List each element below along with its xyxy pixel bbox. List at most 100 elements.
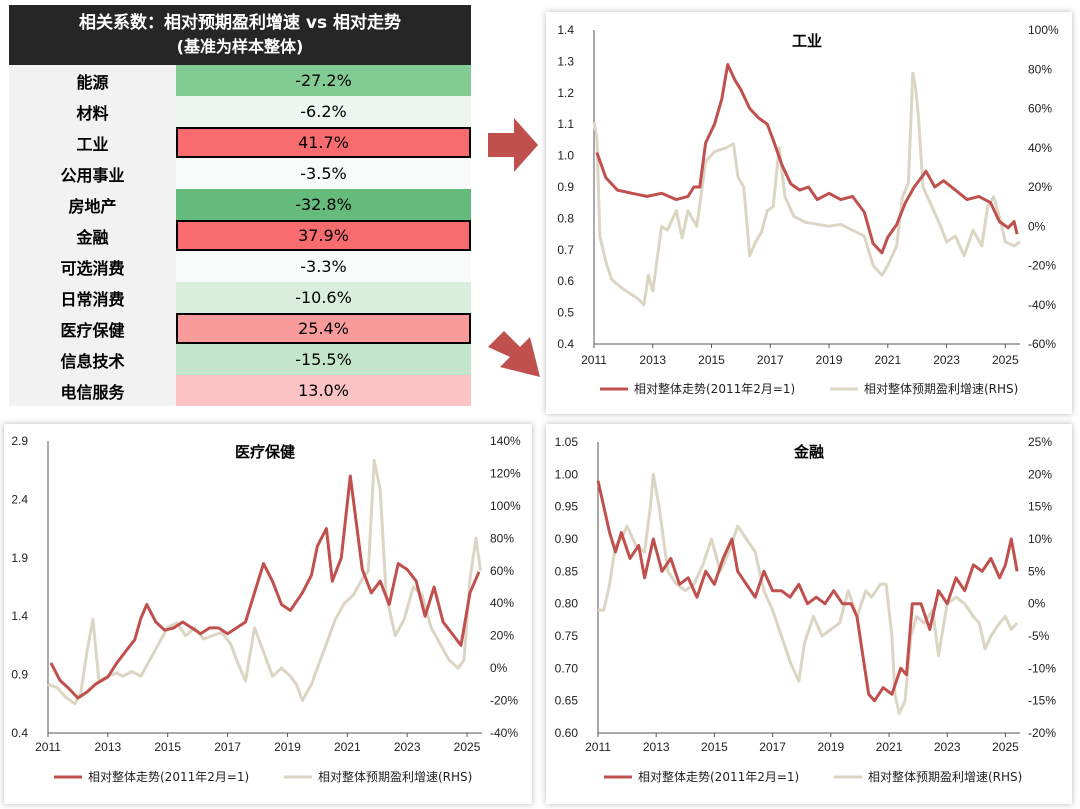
correlation-value: -32.8% — [176, 189, 471, 220]
y-tick-label: 0.80 — [555, 597, 579, 611]
y2-tick-label: 0% — [490, 661, 508, 675]
y2-tick-label: 15% — [1028, 500, 1052, 514]
sector-label: 公用事业 — [9, 158, 176, 189]
y2-tick-label: -5% — [1028, 629, 1050, 643]
y-tick-label: 1.0 — [557, 149, 574, 163]
y2-tick-label: -40% — [1028, 298, 1056, 312]
y-tick-label: 1.4 — [557, 23, 574, 37]
correlation-value: 25.4% — [176, 313, 471, 344]
x-tick-label: 2021 — [334, 740, 361, 754]
x-tick-label: 2019 — [274, 740, 301, 754]
table-row: 工业 41.7% — [9, 127, 471, 158]
series-line-relative-eps-growth — [598, 472, 1019, 716]
y-tick-label: 0.9 — [11, 668, 28, 682]
x-tick-label: 2023 — [934, 740, 961, 754]
chart-financials-svg: 金融 0.60 0.65 0.70 0.75 0.80 0.85 0.90 0.95 1.00 1.… — [555, 435, 1057, 784]
table-body: 能源 -27.2% 材料 -6.2% 工业 41.7% 公用事业 -3.5% 房地产 -32.8%… — [9, 65, 471, 406]
table-row: 可选消费 -3.3% — [9, 251, 471, 282]
legend-label: 相对整体走势(2011年2月=1) — [88, 769, 249, 784]
y-tick-label: 0.85 — [555, 564, 579, 578]
correlation-value: -3.3% — [176, 251, 471, 282]
table-row: 金融 37.9% — [9, 220, 471, 251]
x-tick-label: 2013 — [95, 740, 122, 754]
table-row: 能源 -27.2% — [9, 65, 471, 96]
chart-title: 医疗保健 — [235, 443, 295, 461]
y-tick-label: 1.9 — [11, 551, 28, 565]
y-tick-label: 1.4 — [11, 609, 28, 623]
sector-label: 房地产 — [9, 189, 176, 220]
table-row: 房地产 -32.8% — [9, 189, 471, 220]
x-tick-label: 2011 — [585, 740, 611, 754]
chart-financials: 金融 0.60 0.65 0.70 0.75 0.80 0.85 0.90 0.95 1.00 1.… — [546, 424, 1072, 804]
sector-label: 金融 — [9, 220, 176, 251]
chart-healthcare: 医疗保健 0.4 0.9 1.4 1.9 2.4 2.9 -40% -20% 0% 20% 40% 60… — [4, 424, 532, 804]
correlation-value: 41.7% — [176, 127, 471, 158]
y2-tick-label: 25% — [1028, 435, 1052, 449]
table-row: 医疗保健 25.4% — [9, 313, 471, 344]
table-row: 材料 -6.2% — [9, 96, 471, 127]
y2-tick-label: -20% — [490, 694, 518, 708]
chart-industrials-svg: 工业 0.4 0.5 0.6 0.7 0.8 0.9 1.0 1.1 1.2 1.3 1.4 -60% -… — [557, 23, 1059, 396]
x-tick-label: 2017 — [759, 740, 786, 754]
table-row: 电信服务 13.0% — [9, 375, 471, 406]
correlation-value: -6.2% — [176, 96, 471, 127]
y-tick-label: 0.4 — [11, 726, 28, 740]
table-row: 日常消费 -10.6% — [9, 282, 471, 313]
y2-tick-label: 80% — [490, 531, 514, 545]
y2-tick-label: 10% — [1028, 532, 1052, 546]
y2-tick-label: 100% — [1028, 23, 1059, 37]
legend-label: 相对整体预期盈利增速(RHS) — [864, 381, 1018, 396]
sector-label: 日常消费 — [9, 282, 176, 313]
y2-tick-label: 20% — [490, 629, 514, 643]
table-header: 相关系数：相对预期盈利增速 vs 相对走势 (基准为样本整体) — [9, 5, 471, 65]
y-tick-label: 1.2 — [557, 86, 574, 100]
y2-tick-label: 100% — [490, 499, 521, 513]
arrow-down-right-icon — [488, 331, 540, 377]
x-tick-label: 2015 — [698, 353, 725, 367]
y2-tick-label: 5% — [1028, 564, 1046, 578]
series-line-relative-performance — [49, 474, 481, 700]
y2-tick-label: 80% — [1028, 62, 1052, 76]
x-tick-label: 2025 — [992, 353, 1019, 367]
correlation-value: -3.5% — [176, 158, 471, 189]
y2-tick-label: -15% — [1028, 694, 1056, 708]
y-tick-label: 0.6 — [557, 274, 574, 288]
y2-tick-label: -20% — [1028, 726, 1056, 740]
legend-label: 相对整体预期盈利增速(RHS) — [868, 769, 1022, 784]
series-line-relative-performance — [595, 63, 1019, 255]
y-tick-label: 0.90 — [555, 532, 579, 546]
legend-label: 相对整体走势(2011年2月=1) — [638, 769, 799, 784]
x-tick-label: 2021 — [876, 740, 903, 754]
x-tick-label: 2017 — [757, 353, 784, 367]
correlation-table: 相关系数：相对预期盈利增速 vs 相对走势 (基准为样本整体) 能源 -27.2%… — [9, 5, 471, 406]
y2-tick-label: 140% — [490, 434, 521, 448]
arrow-right-icon — [488, 118, 538, 172]
y-tick-label: 1.1 — [557, 117, 574, 131]
x-tick-label: 2023 — [933, 353, 960, 367]
y-tick-label: 0.65 — [555, 694, 579, 708]
y-tick-label: 0.75 — [555, 629, 579, 643]
chart-title: 金融 — [793, 443, 824, 461]
series-line-relative-eps-growth — [592, 71, 1021, 307]
y-tick-label: 0.7 — [557, 243, 574, 257]
sector-label: 可选消费 — [9, 251, 176, 282]
chart-title: 工业 — [792, 32, 822, 50]
x-tick-label: 2019 — [816, 353, 843, 367]
y-tick-label: 0.70 — [555, 661, 579, 675]
series-line-relative-performance — [596, 480, 1019, 703]
x-tick-label: 2011 — [35, 740, 61, 754]
table-title: 相关系数：相对预期盈利增速 vs 相对走势 — [78, 13, 402, 33]
correlation-value: 13.0% — [176, 375, 471, 406]
y-tick-label: 0.9 — [557, 180, 574, 194]
y2-tick-label: -20% — [1028, 259, 1056, 273]
sector-label: 医疗保健 — [9, 313, 176, 344]
x-tick-label: 2013 — [643, 740, 670, 754]
table-row: 公用事业 -3.5% — [9, 158, 471, 189]
y-tick-label: 1.3 — [557, 54, 574, 68]
y2-tick-label: 120% — [490, 466, 521, 480]
y-tick-label: 0.8 — [557, 211, 574, 225]
x-tick-label: 2015 — [154, 740, 181, 754]
correlation-value: 37.9% — [176, 220, 471, 251]
x-tick-label: 2025 — [454, 740, 481, 754]
x-tick-label: 2011 — [581, 353, 607, 367]
